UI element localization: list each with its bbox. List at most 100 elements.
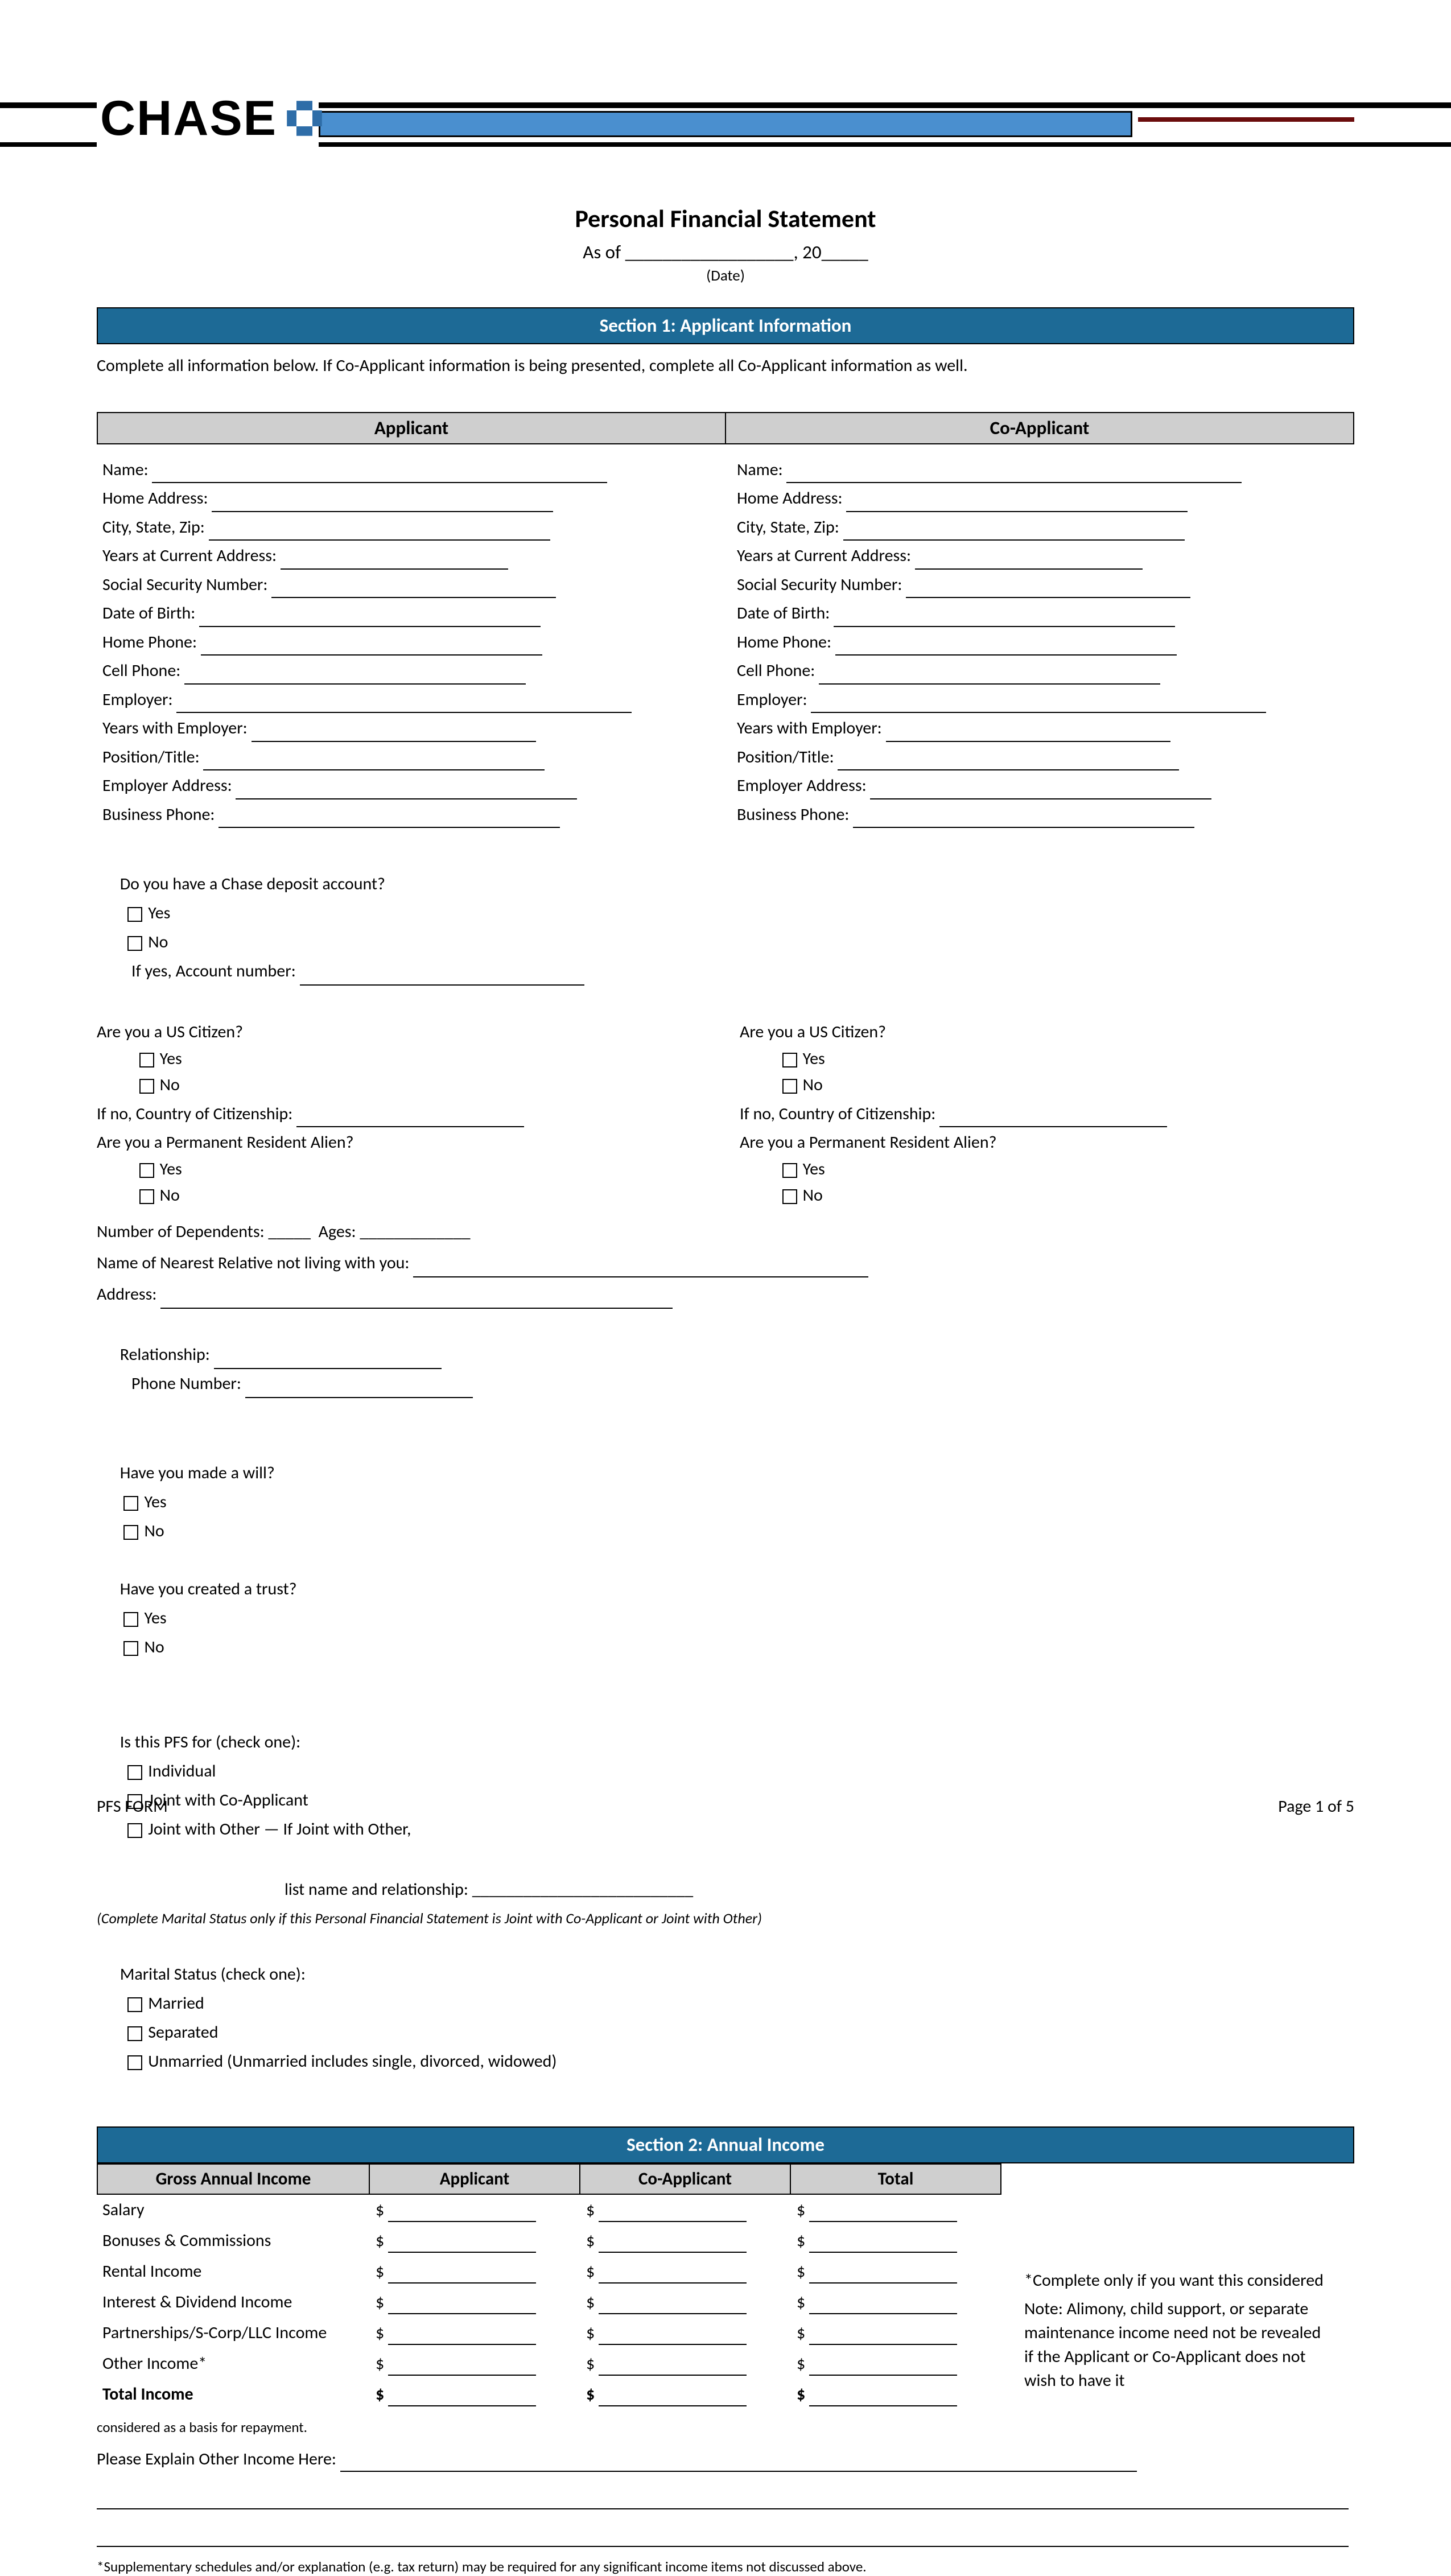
deposit-acct-input[interactable] [300,968,584,986]
will-yes-checkbox[interactable] [123,1496,138,1511]
applicant-empaddr-label: Employer Address: [102,773,232,799]
income-table: Salary$ $ $ Bonuses & Commissions$ $ $ R… [97,2195,1354,2410]
applicant-years-input[interactable] [281,553,508,570]
footer-left: PFS FORM [97,1798,168,1815]
interest-applicant[interactable]: $ [370,2287,580,2318]
marital-married-checkbox[interactable] [127,1997,142,2012]
applicant-empaddr-input[interactable] [236,782,577,799]
coapp-empyears-label: Years with Employer: [737,715,882,742]
relationship-label: Relationship: [120,1344,210,1365]
salary-applicant[interactable]: $ [370,2195,580,2225]
deposit-no-checkbox[interactable] [127,936,142,951]
bonus-coapplicant[interactable]: $ [580,2225,791,2256]
applicant-position-input[interactable] [203,753,545,770]
coapp-years-input[interactable] [915,553,1143,570]
section1-note: Complete all information below. If Co-Ap… [97,355,1354,378]
bonus-total[interactable]: $ [791,2225,1001,2256]
perm-no-checkbox[interactable] [139,1189,154,1204]
total-applicant[interactable]: $ [370,2379,580,2410]
trust-no-checkbox[interactable] [123,1641,138,1656]
applicant-csz-label: City, State, Zip: [102,514,205,541]
applicant-cellphone-input[interactable] [184,667,526,685]
deposit-yes-checkbox[interactable] [127,907,142,922]
applicant-name-input[interactable] [152,466,607,483]
other-total[interactable]: $ [791,2348,1001,2379]
coapp-address-input[interactable] [846,495,1188,512]
bonus-applicant[interactable]: $ [370,2225,580,2256]
partner-coapplicant[interactable]: $ [580,2318,791,2348]
marital-label: Marital Status (check one): [120,1964,306,1985]
partner-total[interactable]: $ [791,2318,1001,2348]
rental-coapplicant[interactable]: $ [580,2256,791,2287]
coapp-us-yes-checkbox[interactable] [782,1053,797,1068]
coapp-position-input[interactable] [838,753,1179,770]
total-coapplicant[interactable]: $ [580,2379,791,2410]
relative-phone-input[interactable] [245,1381,473,1398]
coapp-empaddr-input[interactable] [870,782,1211,799]
relationship-input[interactable] [214,1352,442,1369]
us-yes-checkbox[interactable] [139,1053,154,1068]
dependents-line: Number of Dependents: _____ Ages: ______… [97,1217,1354,1246]
trust-yes-checkbox[interactable] [123,1612,138,1627]
coapp-employer-input[interactable] [811,696,1266,713]
coapp-name-input[interactable] [786,466,1242,483]
us-no-checkbox[interactable] [139,1079,154,1094]
applicant-ssn-label: Social Security Number: [102,572,267,599]
trust-q: Have you created a trust? [120,1578,297,1600]
applicant-busphone-input[interactable] [219,811,560,828]
applicant-employer-input[interactable] [176,696,632,713]
other-applicant[interactable]: $ [370,2348,580,2379]
salary-total[interactable]: $ [791,2195,1001,2225]
section2-bar: Section 2: Annual Income [97,2126,1354,2163]
coapp-perm-no-checkbox[interactable] [782,1189,797,1204]
coapp-us-no-checkbox[interactable] [782,1079,797,1094]
nearest-relative-label: Name of Nearest Relative not living with… [97,1252,409,1273]
pfs-jointother-checkbox[interactable] [127,1823,142,1838]
coapp-homephone-label: Home Phone: [737,629,831,656]
coapp-csz-input[interactable] [843,524,1185,541]
coapp-ssn-input[interactable] [906,581,1190,598]
will-no-checkbox[interactable] [123,1525,138,1540]
salary-coapplicant[interactable]: $ [580,2195,791,2225]
other-income-explain-input[interactable] [340,2455,1137,2472]
row-bonus: Bonuses & Commissions [97,2225,370,2256]
nearest-relative-input[interactable] [413,1260,868,1277]
pfs-individual-checkbox[interactable] [127,1765,142,1780]
interest-coapplicant[interactable]: $ [580,2287,791,2318]
coapp-country-input[interactable] [939,1110,1167,1127]
coapp-years-label: Years at Current Address: [737,543,911,570]
applicant-ssn-input[interactable] [271,581,556,598]
other-income-explain-label: Please Explain Other Income Here: [97,2449,336,2470]
coapp-homephone-input[interactable] [835,638,1177,656]
relative-addr-label: Address: [97,1284,156,1305]
coapp-cellphone-input[interactable] [819,667,1160,685]
pfs-individual-label: Individual [148,1761,216,1782]
country-input[interactable] [296,1110,524,1127]
partner-applicant[interactable]: $ [370,2318,580,2348]
applicant-csz-input[interactable] [209,524,550,541]
applicant-dob-input[interactable] [199,610,541,627]
coapp-perm-yes-checkbox[interactable] [782,1163,797,1178]
marital-unmarried-checkbox[interactable] [127,2055,142,2070]
alimony-note-1: Note: Alimony, child support, or separat… [1019,2294,1337,2396]
coapp-us-citizen-q: Are you a US Citizen? [740,1021,886,1042]
coapp-busphone-input[interactable] [853,811,1194,828]
other-coapplicant[interactable]: $ [580,2348,791,2379]
perm-yes-checkbox[interactable] [139,1163,154,1178]
chase-octagon-icon [285,98,324,138]
coapp-empyears-input[interactable] [886,725,1170,742]
rental-total[interactable]: $ [791,2256,1001,2287]
relative-addr-input[interactable] [160,1292,673,1309]
applicant-address-input[interactable] [212,495,553,512]
marital-separated-checkbox[interactable] [127,2026,142,2041]
row-total-income: Total Income [97,2379,370,2410]
other-income-line3[interactable] [97,2530,1349,2547]
coapp-empaddr-label: Employer Address: [737,773,867,799]
applicant-empyears-input[interactable] [252,725,536,742]
other-income-line2[interactable] [97,2492,1349,2509]
total-total[interactable]: $ [791,2379,1001,2410]
coapp-dob-input[interactable] [834,610,1175,627]
applicant-homephone-input[interactable] [201,638,542,656]
interest-total[interactable]: $ [791,2287,1001,2318]
rental-applicant[interactable]: $ [370,2256,580,2287]
